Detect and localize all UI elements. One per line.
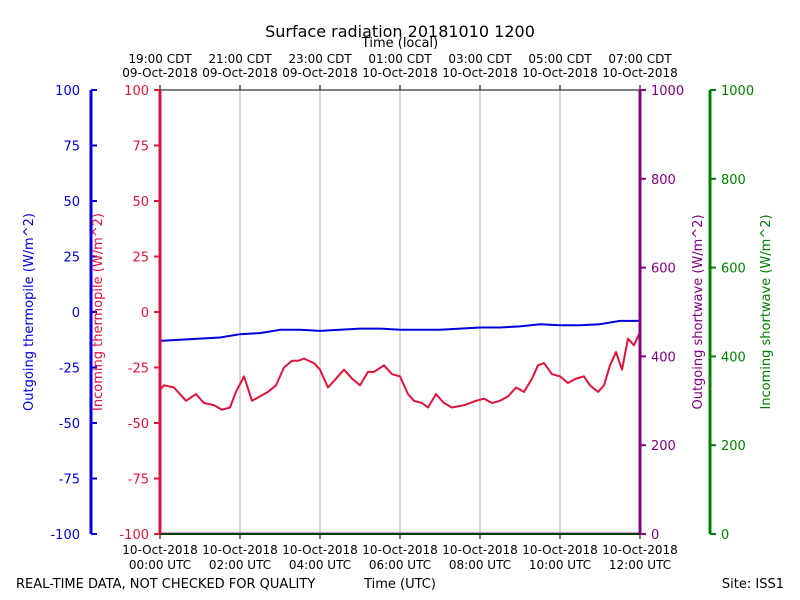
grid-lines xyxy=(239,90,561,534)
x-tick-label-time: 06:00 UTC xyxy=(369,558,431,572)
outgoing-thermopile-tick-label: -75 xyxy=(59,473,80,488)
top-tick-label-time: 23:00 CDT xyxy=(288,52,352,66)
incoming-shortwave-tick-label: 600 xyxy=(721,262,746,277)
footer-site-label: Site: ISS1 xyxy=(722,577,784,592)
top-tick-label-date: 10-Oct-2018 xyxy=(602,66,678,80)
outgoing-thermopile-tick-label: 25 xyxy=(63,251,80,266)
outgoing-shortwave-tick-label: 0 xyxy=(651,528,659,543)
top-tick-label-time: 03:00 CDT xyxy=(448,52,512,66)
incoming-thermopile-tick-label: -75 xyxy=(128,473,149,488)
top-tick-label-time: 05:00 CDT xyxy=(528,52,592,66)
x-tick-label-date: 10-Oct-2018 xyxy=(442,543,518,557)
x-tick-label-time: 12:00 UTC xyxy=(609,558,671,572)
outgoing-thermopile-tick-label: 0 xyxy=(72,306,80,321)
incoming-thermopile-series-line xyxy=(159,331,641,411)
outgoing-shortwave-tick-label: 600 xyxy=(651,262,676,277)
outgoing-shortwave-tick-label: 200 xyxy=(651,439,676,454)
incoming-shortwave-tick-label: 0 xyxy=(721,528,729,543)
incoming-thermopile-tick-label: 25 xyxy=(132,251,149,266)
x-tick-label-time: 02:00 UTC xyxy=(209,558,271,572)
x-tick-label-date: 10-Oct-2018 xyxy=(282,543,358,557)
outgoing-thermopile-tick-label: -50 xyxy=(59,417,80,432)
incoming-shortwave-tick-label: 400 xyxy=(721,350,746,365)
top-tick-label-date: 09-Oct-2018 xyxy=(202,66,278,80)
x-tick-label-time: 10:00 UTC xyxy=(529,558,591,572)
incoming-thermopile-axis-label: Incoming thermopile (W/m^2) xyxy=(91,213,106,411)
top-tick-label-time: 21:00 CDT xyxy=(208,52,272,66)
incoming-shortwave-tick-label: 200 xyxy=(721,439,746,454)
outgoing-shortwave-tick-label: 1000 xyxy=(651,84,684,99)
incoming-thermopile-tick-label: -50 xyxy=(128,417,149,432)
incoming-thermopile-tick-label: 75 xyxy=(132,140,149,155)
top-tick-label-date: 09-Oct-2018 xyxy=(282,66,358,80)
top-tick-label-date: 10-Oct-2018 xyxy=(442,66,518,80)
x-tick-label-time: 04:00 UTC xyxy=(289,558,351,572)
incoming-thermopile-tick-label: -100 xyxy=(119,528,149,543)
top-tick-label-time: 19:00 CDT xyxy=(128,52,192,66)
top-tick-label-date: 10-Oct-2018 xyxy=(362,66,438,80)
x-tick-label-date: 10-Oct-2018 xyxy=(602,543,678,557)
outgoing-thermopile-tick-label: 100 xyxy=(55,84,80,99)
incoming-thermopile-tick-label: 100 xyxy=(124,84,149,99)
top-tick-label-date: 10-Oct-2018 xyxy=(522,66,598,80)
x-axis-label: Time (UTC) xyxy=(363,577,436,592)
outgoing-thermopile-tick-label: 50 xyxy=(63,195,80,210)
incoming-thermopile-tick-label: 0 xyxy=(141,306,149,321)
incoming-thermopile-tick-label: -25 xyxy=(128,362,149,377)
x-tick-label-date: 10-Oct-2018 xyxy=(122,543,198,557)
outgoing-thermopile-axis-label: Outgoing thermopile (W/m^2) xyxy=(22,213,37,411)
x-tick-label-date: 10-Oct-2018 xyxy=(362,543,438,557)
outgoing-shortwave-axis-label: Outgoing shortwave (W/m^2) xyxy=(691,214,706,409)
x-tick-label-date: 10-Oct-2018 xyxy=(522,543,598,557)
axes xyxy=(89,85,716,539)
outgoing-shortwave-tick-label: 400 xyxy=(651,350,676,365)
top-tick-label-time: 01:00 CDT xyxy=(368,52,432,66)
chart-title: Surface radiation 20181010 1200 xyxy=(265,22,535,41)
top-tick-label-date: 09-Oct-2018 xyxy=(122,66,198,80)
outgoing-thermopile-series-line xyxy=(159,319,640,342)
incoming-shortwave-axis-label: Incoming shortwave (W/m^2) xyxy=(759,214,774,409)
top-tick-label-time: 07:00 CDT xyxy=(608,52,672,66)
incoming-shortwave-tick-label: 1000 xyxy=(721,84,754,99)
outgoing-thermopile-tick-label: -25 xyxy=(59,362,80,377)
x-tick-label-date: 10-Oct-2018 xyxy=(202,543,278,557)
incoming-shortwave-tick-label: 800 xyxy=(721,173,746,188)
incoming-thermopile-tick-label: 50 xyxy=(132,195,149,210)
outgoing-thermopile-tick-label: 75 xyxy=(63,140,80,155)
footer-left-note: REAL-TIME DATA, NOT CHECKED FOR QUALITY xyxy=(16,577,315,592)
x-tick-label-time: 08:00 UTC xyxy=(449,558,511,572)
outgoing-thermopile-tick-label: -100 xyxy=(50,528,80,543)
x-tick-label-time: 00:00 UTC xyxy=(129,558,191,572)
top-axis-label: Time (local) xyxy=(361,36,438,51)
outgoing-shortwave-tick-label: 800 xyxy=(651,173,676,188)
